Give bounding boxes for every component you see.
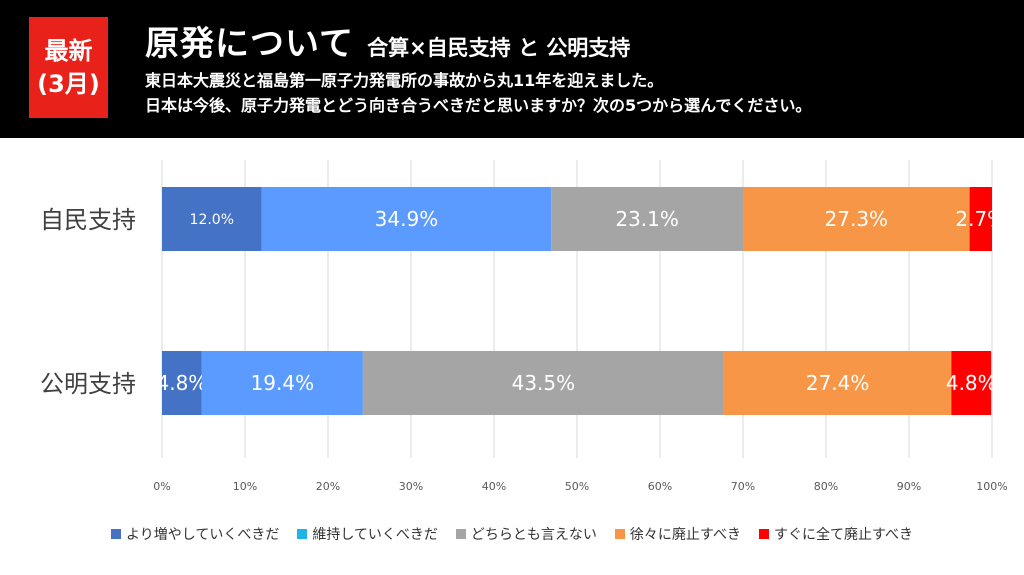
question-line1: 東日本大震災と福島第一原子力発電所の事故から丸11年を迎えました。 (145, 71, 664, 90)
bar-segment (551, 187, 743, 251)
bar-segment (723, 351, 952, 415)
legend-swatch (297, 529, 308, 539)
data-label: 4.8% (946, 371, 997, 395)
legend-label: どちらとも言えない (470, 527, 597, 543)
data-label: 23.1% (615, 207, 679, 231)
x-tick-label: 20% (316, 480, 340, 493)
data-label: 27.4% (806, 371, 870, 395)
legend-swatch (455, 529, 466, 539)
x-tick-label: 80% (814, 480, 838, 493)
page-title: 原発について (145, 24, 354, 64)
legend-item: 徐々に廃止すべき (614, 524, 741, 544)
category-label: 自民支持 (40, 206, 136, 234)
legend-label: 維持していくべきだ (312, 527, 438, 543)
header-banner: 最新 (3月) 原発について 合算×自民支持 と 公明支持 東日本大震災と福島第… (0, 0, 1024, 138)
data-label: 43.5% (512, 371, 576, 395)
title-row: 原発について 合算×自民支持 と 公明支持 (145, 16, 630, 65)
data-label: 2.7% (955, 207, 1006, 231)
legend-label: 徐々に廃止すべき (629, 527, 741, 543)
bar-segment (162, 351, 202, 415)
bar-segment (162, 187, 262, 251)
x-tick-label: 40% (482, 480, 506, 493)
badge-line1: 最新 (44, 36, 93, 65)
legend-swatch (758, 529, 769, 539)
x-tick-label: 30% (399, 480, 423, 493)
data-label: 12.0% (190, 212, 234, 228)
legend-swatch (614, 529, 625, 539)
latest-badge: 最新 (3月) (29, 17, 108, 118)
legend-item: どちらとも言えない (455, 524, 597, 544)
chart-legend: より増やしていくべきだ 維持していくべきだ どちらとも言えない 徐々に廃止すべき すぐに… (0, 524, 1024, 544)
question-line2: 日本は今後、原子力発電とどう向き合うべきだと思いますか？次の5つから選んでくださ… (145, 96, 812, 115)
data-label: 4.8% (157, 371, 208, 395)
bar-segment (743, 187, 970, 251)
legend-label: すぐに全て廃止すべき (773, 527, 913, 543)
legend-item: すぐに全て廃止すべき (758, 524, 913, 544)
bar-segment (201, 351, 363, 415)
category-label: 公明支持 (40, 370, 136, 398)
bar-segment (261, 187, 552, 251)
bar-segment (969, 187, 992, 251)
legend-label: より増やしていくべきだ (126, 527, 280, 543)
badge-line2: (3月) (37, 69, 100, 98)
x-tick-label: 10% (233, 480, 257, 493)
bar-segment (362, 351, 724, 415)
x-tick-label: 0% (153, 480, 170, 493)
question-text: 東日本大震災と福島第一原子力発電所の事故から丸11年を迎えました。 日本は今後、… (145, 68, 811, 118)
data-label: 19.4% (251, 371, 315, 395)
data-label: 34.9% (375, 207, 439, 231)
x-tick-label: 60% (648, 480, 672, 493)
data-label: 27.3% (825, 207, 889, 231)
x-tick-label: 100% (976, 480, 1007, 493)
x-tick-label: 90% (897, 480, 921, 493)
page-subtitle: 合算×自民支持 と 公明支持 (367, 36, 631, 60)
bar-segment (951, 351, 992, 415)
legend-swatch (111, 529, 122, 539)
legend-item: 維持していくべきだ (297, 524, 438, 544)
legend-item: より増やしていくべきだ (111, 524, 279, 544)
x-tick-label: 70% (731, 480, 755, 493)
x-tick-label: 50% (565, 480, 589, 493)
